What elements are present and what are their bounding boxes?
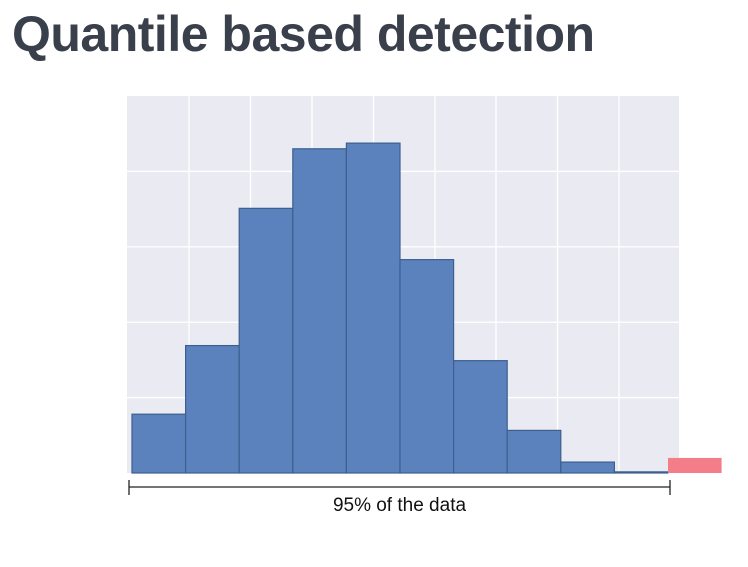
histogram-bar <box>453 360 508 474</box>
histogram-bar <box>292 148 347 474</box>
histogram-bar <box>345 142 401 474</box>
quantile-annotation-label: 95% of the data <box>333 495 467 516</box>
histogram-bar <box>506 429 562 474</box>
histogram-bars <box>131 142 722 474</box>
histogram-bar <box>613 471 669 474</box>
histogram-bar <box>185 344 240 474</box>
histogram-bar <box>560 461 615 474</box>
histogram-bar <box>399 259 455 474</box>
quantile-bracket <box>128 480 671 495</box>
slide-title: Quantile based detection <box>12 6 595 62</box>
histogram-bar <box>238 207 294 474</box>
outlier-bar <box>668 457 722 473</box>
histogram-bar <box>131 413 187 474</box>
